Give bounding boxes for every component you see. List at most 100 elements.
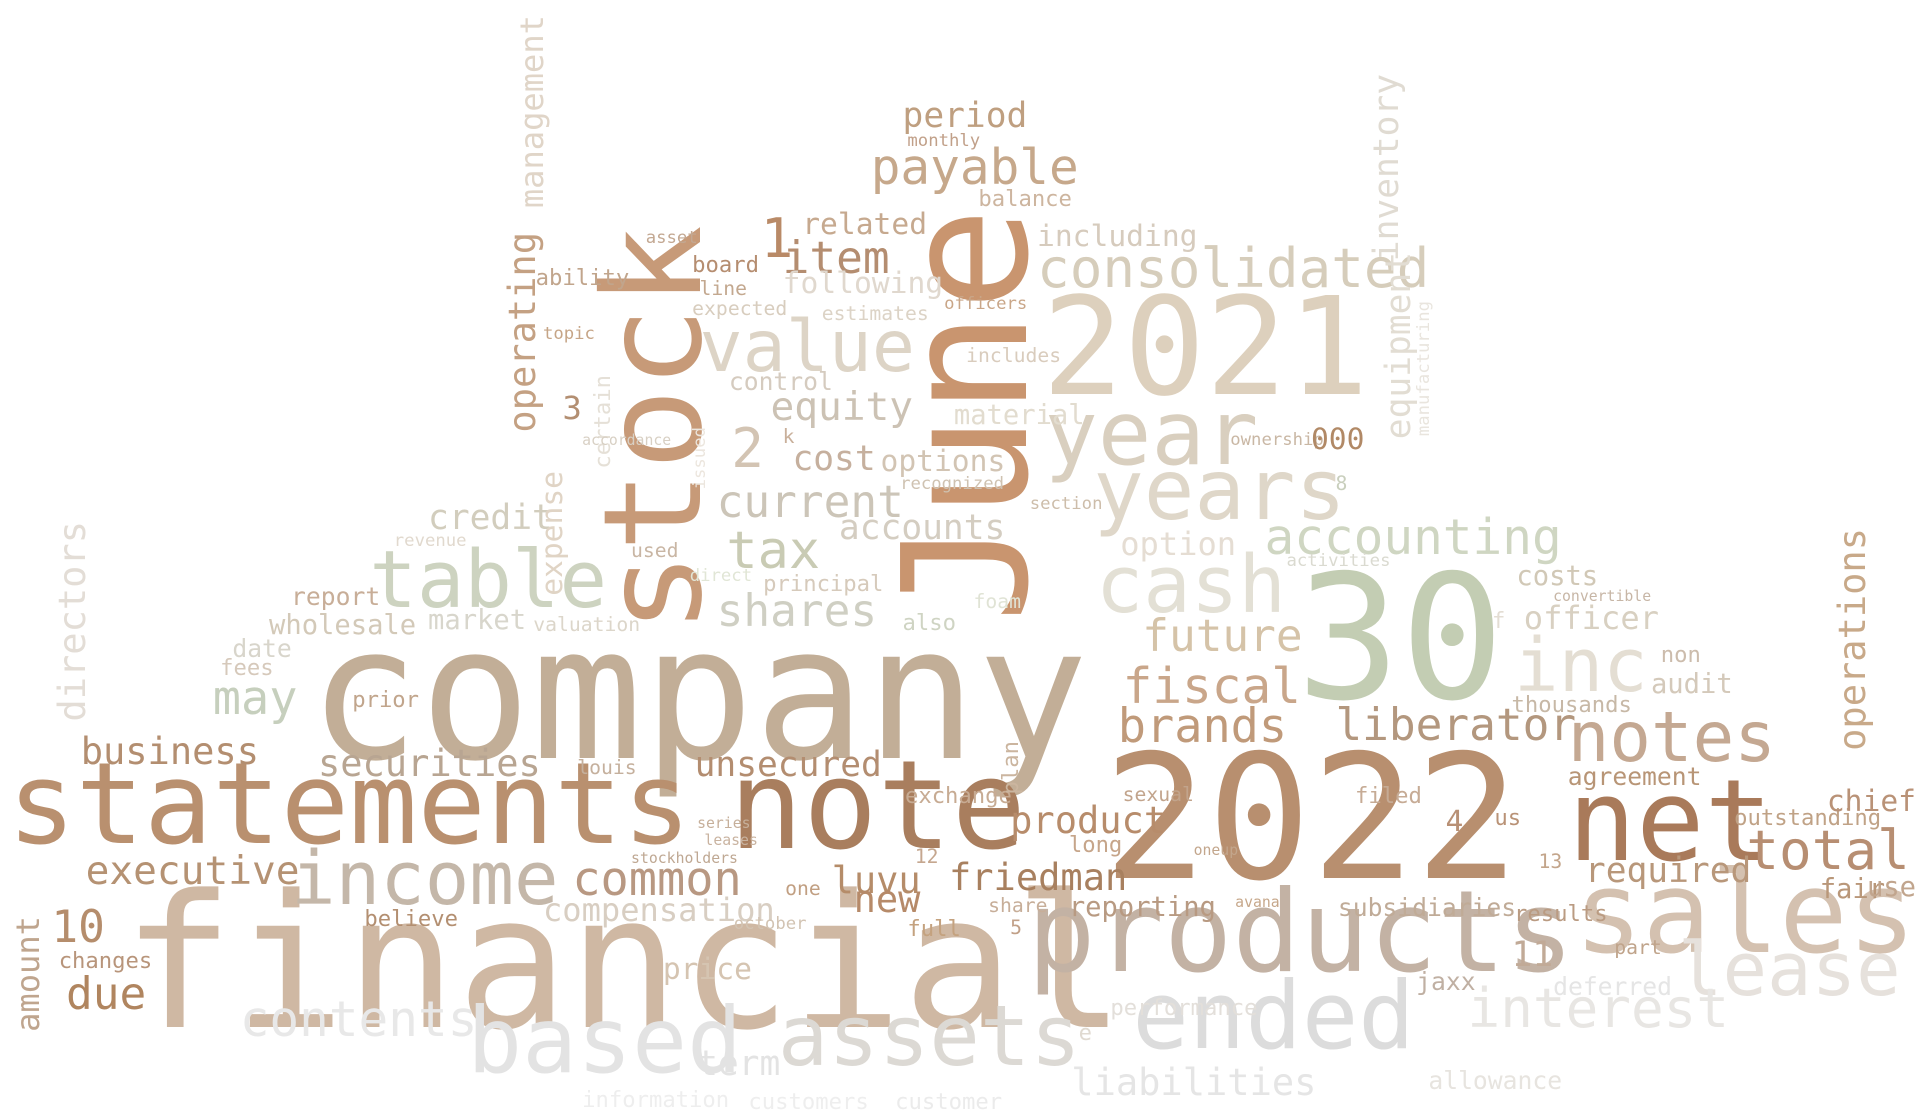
cloud-word-42: friedman xyxy=(948,856,1128,900)
cloud-word-64: compensation xyxy=(542,890,775,929)
cloud-word-63: liabilities xyxy=(1071,1060,1317,1104)
cloud-word-89: ability xyxy=(535,264,630,291)
cloud-word-28: common xyxy=(572,851,742,907)
cloud-word-47: management xyxy=(513,14,552,208)
cloud-word-105: part xyxy=(1614,936,1662,960)
cloud-word-134: oneup xyxy=(1193,842,1239,860)
cloud-word-90: wholesale xyxy=(269,610,417,642)
cloud-word-118: certain xyxy=(589,375,616,469)
cloud-word-126: includes xyxy=(966,343,1062,367)
cloud-word-106: term xyxy=(697,1043,781,1084)
cloud-word-88: board xyxy=(692,252,760,279)
cloud-word-55: may xyxy=(212,671,298,727)
cloud-word-108: information xyxy=(582,1086,730,1113)
cloud-word-150: 4 xyxy=(1445,804,1464,839)
cloud-word-99: exchange xyxy=(904,782,1012,809)
cloud-word-92: report xyxy=(291,582,381,612)
cloud-word-158: f xyxy=(1491,607,1506,634)
cloud-word-131: used xyxy=(631,538,679,562)
cloud-word-27: total xyxy=(1746,819,1910,883)
cloud-word-98: louis xyxy=(577,755,637,779)
cloud-word-19: assets xyxy=(777,986,1081,1085)
cloud-word-95: fees xyxy=(220,654,274,681)
cloud-word-154: 11 xyxy=(1511,935,1554,976)
cloud-word-44: required xyxy=(1584,851,1752,892)
cloud-word-103: filed xyxy=(1355,782,1422,809)
cloud-word-135: avana xyxy=(1235,894,1280,912)
cloud-word-24: consolidated xyxy=(1037,236,1430,300)
cloud-word-30: liberator xyxy=(1335,699,1577,751)
cloud-word-14: ended xyxy=(1132,962,1415,1072)
cloud-word-68: subsidiaries xyxy=(1337,893,1517,923)
cloud-word-34: tax xyxy=(726,520,821,581)
cloud-word-57: amount xyxy=(9,915,48,1032)
cloud-word-46: directors xyxy=(50,520,94,722)
cloud-word-13: years xyxy=(1093,441,1346,540)
cloud-word-23: inc xyxy=(1513,623,1648,710)
cloud-word-67: reporting xyxy=(1068,891,1216,923)
cloud-word-40: unsecured xyxy=(694,744,882,785)
cloud-word-86: material xyxy=(953,400,1085,432)
cloud-word-79: performance xyxy=(1110,995,1258,1022)
cloud-word-127: expected xyxy=(692,296,788,320)
cloud-word-45: operations xyxy=(1831,528,1875,752)
cloud-word-48: inventory xyxy=(1366,74,1407,262)
cloud-word-75: chief xyxy=(1826,784,1916,819)
cloud-word-4: 30 xyxy=(1296,537,1505,739)
cloud-word-124: estimates xyxy=(821,301,929,325)
cloud-word-156: 13 xyxy=(1538,849,1563,873)
cloud-word-138: leases xyxy=(704,832,758,850)
cloud-word-111: full xyxy=(907,916,961,943)
cloud-word-10: sales xyxy=(1574,846,1916,979)
cloud-word-139: stockholders xyxy=(631,849,738,867)
cloud-word-144: convertible xyxy=(1553,587,1652,605)
cloud-word-26: payable xyxy=(870,138,1079,197)
cloud-word-112: share xyxy=(988,894,1048,918)
cloud-word-65: price xyxy=(662,952,752,987)
cloud-word-41: product xyxy=(1010,799,1167,843)
cloud-word-49: equipment xyxy=(1378,251,1419,439)
cloud-word-54: contents xyxy=(239,989,478,1048)
cloud-word-31: brands xyxy=(1117,698,1288,754)
cloud-word-15: income xyxy=(291,835,559,922)
cloud-word-21: lease xyxy=(1677,927,1901,1014)
cloud-word-123: manufacturing xyxy=(1414,301,1435,437)
cloud-word-78: deferred xyxy=(1553,972,1672,1002)
cloud-word-143: asset xyxy=(645,227,698,248)
cloud-word-72: officer xyxy=(1523,599,1659,638)
cloud-word-94: date xyxy=(232,633,292,663)
cloud-word-77: use xyxy=(1866,871,1916,903)
cloud-word-122: activities xyxy=(1286,550,1391,571)
cloud-word-38: business xyxy=(80,730,259,774)
cloud-word-119: issued xyxy=(690,427,711,490)
cloud-word-43: luvu xyxy=(831,858,921,902)
cloud-word-8: note xyxy=(728,734,1027,879)
cloud-word-116: foam xyxy=(973,590,1021,614)
cloud-word-132: direct xyxy=(689,565,753,586)
cloud-word-100: plan xyxy=(998,740,1025,795)
cloud-word-147: 1 xyxy=(760,207,794,271)
cloud-word-149: 3 xyxy=(562,389,582,428)
cloud-word-22: notes xyxy=(1567,697,1776,778)
cloud-word-102: sexual xyxy=(1122,782,1194,806)
cloud-word-18: cash xyxy=(1095,538,1286,631)
cloud-word-155: 12 xyxy=(914,844,939,868)
cloud-word-152: 8 xyxy=(1335,471,1348,495)
cloud-word-9: products xyxy=(1027,866,1575,999)
cloud-word-110: customer xyxy=(895,1088,1003,1115)
cloud-word-96: changes xyxy=(58,948,153,975)
cloud-word-52: period xyxy=(902,95,1028,136)
cloud-word-80: jaxx xyxy=(1416,967,1476,997)
cloud-word-136: us xyxy=(1494,805,1522,832)
cloud-word-137: series xyxy=(697,815,751,833)
cloud-word-76: fair xyxy=(1819,874,1886,906)
cloud-word-62: expense xyxy=(535,471,570,597)
cloud-word-151: 5 xyxy=(1010,916,1023,940)
cloud-word-146: 000 xyxy=(1310,421,1365,456)
cloud-word-113: principal xyxy=(763,570,884,597)
cloud-word-39: executive xyxy=(85,847,300,894)
cloud-word-1: financial xyxy=(122,855,1126,1072)
cloud-word-53: equity xyxy=(770,383,914,430)
cloud-word-104: results xyxy=(1513,901,1608,928)
